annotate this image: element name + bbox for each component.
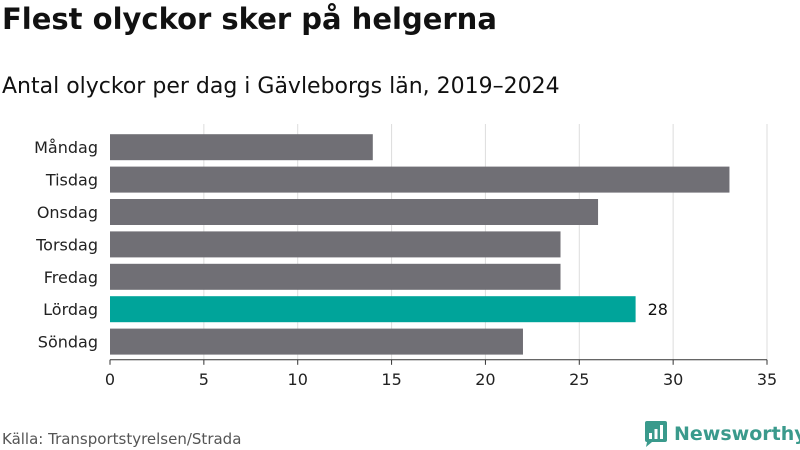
x-tick-label: 10 [288,370,308,389]
x-tick-label: 0 [105,370,115,389]
x-tick-label: 35 [757,370,777,389]
bar-2 [110,199,599,225]
chart-subtitle: Antal olyckor per dag i Gävleborgs län, … [2,74,560,99]
bar-3 [110,231,561,258]
brand-logo: Newsworthy [644,419,800,449]
category-label: Fredag [44,268,98,287]
category-label: Lördag [43,300,98,319]
x-tick-label: 5 [199,370,209,389]
bar-4 [110,263,561,290]
newsworthy-logo-icon [645,421,667,447]
category-label: Tisdag [45,171,98,190]
bar-chart: Måndag Tisdag Onsdag Torsdag Fredag Lördag Sön… [34,124,777,389]
category-labels: Måndag Tisdag Onsdag Torsdag Fredag Lördag Sön… [34,138,98,351]
data-labels: 28 [648,300,668,319]
data-label: 28 [648,300,668,319]
category-label: Söndag [38,333,98,352]
x-tick-label: 20 [475,370,495,389]
x-tick-label: 15 [381,370,401,389]
category-label: Onsdag [37,203,98,222]
bar-5 [110,296,636,323]
brand-name: Newsworthy [674,423,800,445]
category-label: Torsdag [35,235,98,254]
bar-0 [110,134,373,161]
source-note: Källa: Transportstyrelsen/Strada [2,430,242,448]
x-tick-label: 30 [663,370,683,389]
bar-1 [110,166,730,193]
bar-6 [110,328,523,355]
x-axis-ticks: 0 5 10 15 20 25 30 35 [105,359,777,389]
category-label: Måndag [34,138,98,157]
x-tick-label: 25 [569,370,589,389]
chart-title: Flest olyckor sker på helgerna [2,2,497,36]
bars [110,134,730,355]
